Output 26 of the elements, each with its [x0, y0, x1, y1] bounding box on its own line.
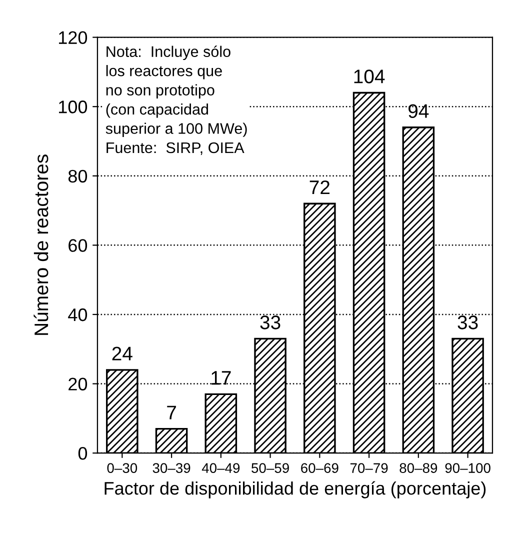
- y-tick-label: 0: [78, 446, 88, 460]
- data-label: 104: [354, 70, 385, 84]
- y-tick-label: 100: [59, 100, 88, 114]
- x-tick-label: 40–49: [202, 463, 240, 473]
- y-tick-label: 60: [68, 239, 88, 252]
- y-tick-label: 120: [59, 31, 88, 44]
- data-label: 7: [167, 406, 176, 420]
- y-axis-title: Número de reactores: [34, 154, 48, 335]
- y-tick-label: 80: [68, 170, 88, 183]
- data-label: 72: [310, 180, 330, 194]
- x-tick-label: 90–100: [445, 463, 490, 473]
- data-label: 33: [260, 316, 280, 330]
- x-tick-label: 30–39: [152, 463, 190, 473]
- data-label: 33: [458, 316, 478, 330]
- data-label: 24: [112, 346, 132, 360]
- y-tick-label: 40: [68, 308, 88, 322]
- data-label: 17: [212, 371, 231, 385]
- data-label: 94: [408, 104, 429, 118]
- annotation: Nota: Incluye sólo los reactores que no son prototipo (con capacidad superior a 100 MWe) Fuente: SIRP, OIEA: [106, 46, 247, 155]
- x-tick-label: 80–89: [400, 463, 438, 473]
- x-tick-label: 60–69: [301, 463, 338, 473]
- y-tick-label: 20: [68, 378, 88, 390]
- x-tick-label: 0–30: [107, 463, 138, 473]
- x-tick-label: 50–59: [252, 463, 289, 473]
- x-tick-label: 70–79: [350, 463, 388, 473]
- x-axis-title: Factor de disponibilidad de energía (porcentaje): [104, 481, 486, 498]
